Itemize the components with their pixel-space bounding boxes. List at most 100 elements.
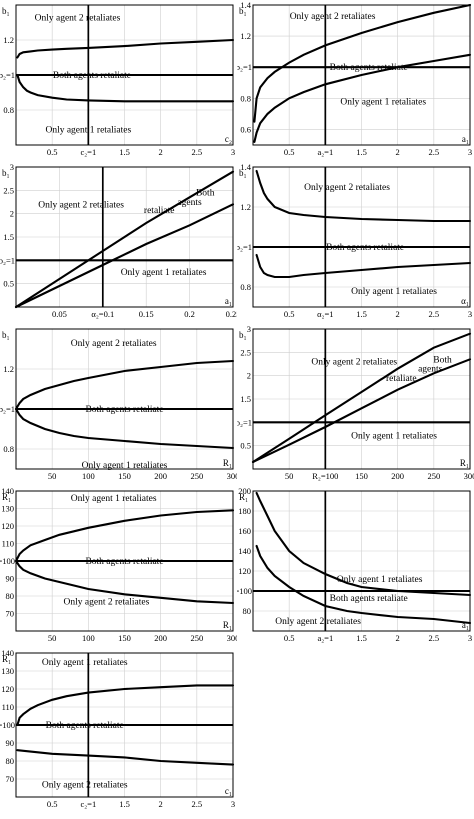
- x-tick-label: 1.5: [119, 147, 130, 157]
- region-label: Only agent 1 retaliates: [42, 658, 128, 668]
- x-marker-label: α₂=0.1: [91, 309, 114, 319]
- y-tick-label: 80: [243, 606, 252, 616]
- series-line-1: [16, 684, 235, 727]
- region-label: Only agent 2 retaliates: [64, 597, 150, 607]
- chart-panel-7: 50 100 150 200 250 300 70 80 90 110 120 130 140 R₂=10…: [0, 486, 239, 648]
- x-axis-label: a₁: [462, 620, 469, 630]
- y-tick-label: 1.2: [3, 35, 14, 45]
- x-tick-label: 2: [396, 147, 400, 157]
- series-line-1: [14, 359, 235, 411]
- region-label: Both agents retaliate: [53, 71, 131, 81]
- plot-frame: [252, 4, 471, 146]
- chart-svg-4: 0.5 1.5 2 2.5 3 0.8 1.2 1.4 α₂=1 b₂=1 b₁ α₁ Only age…: [236, 162, 472, 319]
- region-label: Only agent 2 retaliates: [290, 12, 376, 22]
- threshold-label: b₂=1: [237, 417, 252, 427]
- y-tick-label: 2.5: [3, 185, 14, 195]
- threshold-label: R₂=100: [0, 720, 15, 730]
- chart-panel-6: 50 150 200 250 300 0.5 1.5 2 2.5 3 R₂=100 b₂=1 b₁ R₁ O…: [236, 324, 474, 486]
- chart-svg-1: 0.5 1.5 2 2.5 3 0.8 1.2 c₂=1 b₂=1 b₁ c₂ Only agent …: [0, 4, 235, 157]
- x-axis-label: c₁: [225, 786, 232, 796]
- x-axis-label: a₁: [225, 296, 232, 306]
- x-tick-label: 1.5: [356, 309, 367, 319]
- plot-frame: [252, 328, 471, 470]
- region-label: Both agents retaliate: [85, 557, 163, 567]
- y-axis-label: b₁: [239, 6, 247, 16]
- y-tick-label: 120: [1, 684, 14, 694]
- series-line-2: [253, 53, 472, 143]
- y-tick-label: 90: [6, 738, 15, 748]
- x-tick-label: 150: [118, 471, 131, 481]
- series-line-1: [251, 332, 472, 464]
- chart-svg-7: 50 100 150 200 250 300 70 80 90 110 120 130 140 R₂=10…: [0, 486, 239, 643]
- y-axis-label: b₁: [2, 330, 10, 340]
- y-axis-label: R₁: [2, 492, 11, 502]
- y-tick-label: 160: [238, 526, 251, 536]
- threshold-label: b₂=1: [0, 255, 15, 265]
- chart-svg-8: 0.5 1.5 2 2.5 3 80 120 140 160 180 200 a₂=1 R₂=100 R₁…: [226, 486, 472, 643]
- y-tick-label: 1.2: [240, 31, 251, 41]
- series-line-2: [255, 253, 472, 279]
- x-tick-label: 0.5: [284, 633, 295, 643]
- region-label: Only agent 1 retaliates: [121, 268, 207, 278]
- gridlines: [253, 490, 471, 631]
- x-tick-label: 2: [396, 309, 400, 319]
- chart-panel-5: 50 100 150 200 250 300 0.8 1.2 b₂=1 b₁ R₁ Only agen…: [0, 324, 239, 486]
- series-line-1: [14, 170, 235, 309]
- x-axis-label: R₁: [223, 620, 232, 630]
- series-line-1: [253, 3, 472, 123]
- x-tick-label: 50: [285, 471, 294, 481]
- y-tick-label: 0.8: [3, 105, 14, 115]
- threshold-label: b₂=1: [0, 70, 15, 80]
- y-tick-label: 130: [1, 666, 14, 676]
- chart-panel-4: 0.5 1.5 2 2.5 3 0.8 1.2 1.4 α₂=1 b₂=1 b₁ α₁ Only age…: [236, 162, 474, 324]
- series-line-2: [14, 407, 235, 450]
- y-tick-label: 70: [6, 609, 15, 619]
- threshold-label: R₂=100: [0, 556, 15, 566]
- threshold-label: b₂=1: [237, 242, 252, 252]
- y-axis-label: b₁: [239, 168, 247, 178]
- x-tick-label: 300: [464, 471, 474, 481]
- y-axis-label: b₁: [2, 6, 10, 16]
- y-axis-label: R₁: [239, 492, 248, 502]
- y-tick-label: 1.5: [3, 232, 14, 242]
- region-label: Both agents retaliate: [46, 721, 124, 731]
- region-label: retaliate: [144, 206, 175, 216]
- y-tick-label: 120: [238, 566, 251, 576]
- x-axis-label: R₁: [223, 458, 232, 468]
- series-line-1: [255, 169, 472, 223]
- x-tick-label: 100: [82, 471, 95, 481]
- x-axis-label: R₁: [460, 458, 469, 468]
- x-tick-label: 250: [190, 471, 203, 481]
- x-tick-label: 0.5: [284, 147, 295, 157]
- y-tick-label: 140: [1, 486, 14, 496]
- x-tick-label: 2.5: [192, 799, 203, 809]
- y-tick-label: 0.8: [240, 93, 251, 103]
- chart-svg-6: 50 150 200 250 300 0.5 1.5 2 2.5 3 R₂=100 b₂=1 b₁ R₁ O…: [236, 324, 474, 481]
- y-axis-label: b₁: [2, 168, 10, 178]
- chart-panel-8: 0.5 1.5 2 2.5 3 80 120 140 160 180 200 a₂=1 R₂=100 R₁…: [226, 486, 474, 648]
- x-tick-label: 1.5: [356, 147, 367, 157]
- y-tick-label: 2.5: [240, 347, 251, 357]
- x-tick-label: 0.25: [226, 309, 237, 319]
- region-label: Both: [433, 355, 452, 365]
- x-tick-label: 2.5: [429, 633, 440, 643]
- region-label: Only agent 2 retaliates: [311, 358, 397, 368]
- x-tick-label: 250: [190, 633, 203, 643]
- region-label: Only agent 2 retaliates: [275, 617, 361, 627]
- x-marker-label: α₂=1: [317, 309, 333, 319]
- y-tick-label: 200: [238, 486, 251, 496]
- x-tick-label: 0.05: [52, 309, 67, 319]
- region-label: Only agent 1 retaliates: [351, 287, 437, 297]
- x-tick-label: 0.5: [284, 309, 295, 319]
- x-tick-label: 1.5: [356, 633, 367, 643]
- x-axis-label: α₁: [461, 296, 469, 306]
- x-tick-label: 2: [396, 633, 400, 643]
- x-marker-label: a₂=1: [317, 147, 333, 157]
- x-tick-label: 3: [468, 633, 472, 643]
- x-axis-label: c₂: [225, 134, 232, 144]
- chart-svg-2: 0.5 1.5 2 2.5 3 0.6 0.8 1.2 1.4 a₂=1 b₂=1 b₁ a₁ Only …: [236, 0, 472, 157]
- region-label: Only agent 1 retaliates: [71, 494, 157, 504]
- y-tick-label: 2: [10, 209, 14, 219]
- region-label: Both agents retaliate: [330, 594, 408, 604]
- y-tick-label: 140: [238, 546, 251, 556]
